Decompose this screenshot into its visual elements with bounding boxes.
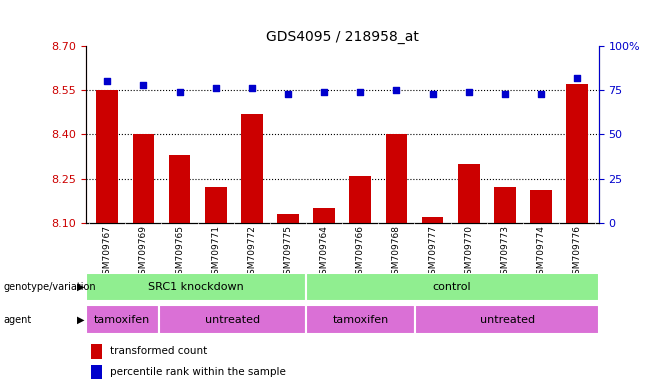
Bar [96,90,118,223]
Bar [277,214,299,223]
Point [572,75,582,81]
Point [102,78,113,84]
Point [536,91,546,97]
Text: transformed count: transformed count [110,346,207,356]
Point [211,85,221,91]
Bar [91,365,102,379]
Text: GSM709776: GSM709776 [572,225,582,280]
Bar [241,114,263,223]
Point [138,82,149,88]
Text: percentile rank within the sample: percentile rank within the sample [110,367,286,377]
Text: untreated: untreated [205,314,260,325]
Text: GSM709767: GSM709767 [103,225,112,280]
Text: genotype/variation: genotype/variation [3,282,96,292]
Point [355,89,365,95]
Text: GSM709765: GSM709765 [175,225,184,280]
Bar [415,305,599,334]
Text: GSM709764: GSM709764 [320,225,328,280]
Bar [159,305,305,334]
Text: SRC1 knockdown: SRC1 knockdown [147,282,243,292]
Text: ▶: ▶ [77,282,84,292]
Point [391,87,401,93]
Text: tamoxifen: tamoxifen [332,314,389,325]
Bar [205,187,226,223]
Text: GSM709775: GSM709775 [284,225,292,280]
Text: ▶: ▶ [77,315,84,325]
Text: GSM709772: GSM709772 [247,225,257,280]
Text: GSM709774: GSM709774 [536,225,545,280]
Bar [349,175,371,223]
Text: GSM709773: GSM709773 [500,225,509,280]
Text: GSM709768: GSM709768 [392,225,401,280]
Bar [567,84,588,223]
Text: GSM709777: GSM709777 [428,225,437,280]
Bar [86,305,159,334]
Title: GDS4095 / 218958_at: GDS4095 / 218958_at [266,30,418,44]
Text: control: control [433,282,471,292]
Text: GSM709769: GSM709769 [139,225,148,280]
Bar [494,187,516,223]
Bar [386,134,407,223]
Point [319,89,330,95]
Bar [168,155,190,223]
Point [174,89,185,95]
Bar [305,305,415,334]
Point [463,89,474,95]
Bar [422,217,443,223]
Text: tamoxifen: tamoxifen [94,314,150,325]
Bar [313,208,335,223]
Bar [530,190,552,223]
Text: GSM709766: GSM709766 [356,225,365,280]
Text: untreated: untreated [480,314,535,325]
Point [283,91,293,97]
Text: GSM709770: GSM709770 [464,225,473,280]
Point [247,85,257,91]
Text: GSM709771: GSM709771 [211,225,220,280]
Point [499,91,510,97]
Point [427,91,438,97]
Text: agent: agent [3,315,32,325]
Bar [91,344,102,359]
Bar [458,164,480,223]
Bar [305,273,599,301]
Bar [132,134,154,223]
Bar [86,273,305,301]
